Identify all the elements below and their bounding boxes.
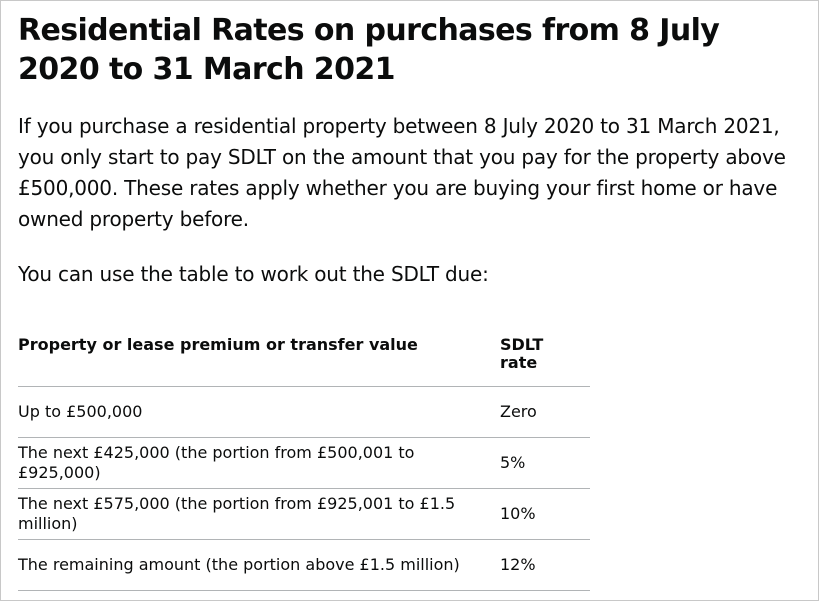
table-cell-rate: 12% <box>500 539 590 591</box>
sdlt-rates-table: Property or lease premium or transfer va… <box>18 336 590 591</box>
page-heading: Residential Rates on purchases from 8 Ju… <box>18 13 720 87</box>
table-cell-value: The next £425,000 (the portion from £500… <box>18 437 500 489</box>
table-header-row: Property or lease premium or transfer va… <box>18 336 590 387</box>
column-header-rate: SDLT rate <box>500 336 590 387</box>
table-cell-value: Up to £500,000 <box>18 386 500 438</box>
table-row: Up to £500,000 Zero <box>18 386 590 438</box>
table-intro-paragraph: You can use the table to work out the SD… <box>18 262 489 286</box>
table-cell-value: The next £575,000 (the portion from £925… <box>18 488 500 540</box>
table-cell-rate: 10% <box>500 488 590 540</box>
table-cell-rate: 5% <box>500 437 590 489</box>
table-row: The next £575,000 (the portion from £925… <box>18 488 590 540</box>
table-row: The remaining amount (the portion above … <box>18 539 590 591</box>
table-row: The next £425,000 (the portion from £500… <box>18 437 590 489</box>
intro-paragraph: If you purchase a residential property b… <box>18 114 786 231</box>
table-cell-rate: Zero <box>500 386 590 438</box>
table-cell-value: The remaining amount (the portion above … <box>18 539 500 591</box>
column-header-value: Property or lease premium or transfer va… <box>18 336 500 387</box>
